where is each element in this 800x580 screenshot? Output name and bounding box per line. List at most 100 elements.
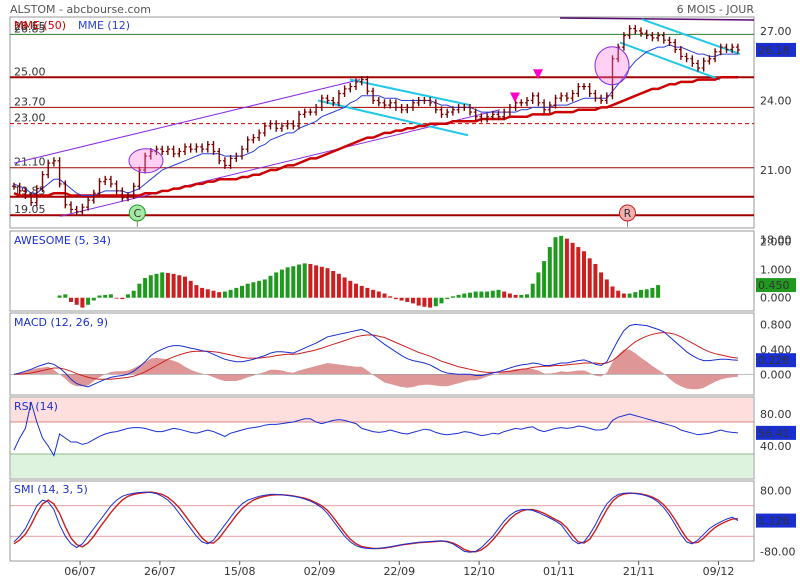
level-label-7: 28.55 (14, 20, 46, 33)
x-tick-label: 26/07 (144, 565, 176, 578)
resistance-trendline (559, 17, 755, 21)
awesome-ytick: 0.000 (760, 292, 792, 305)
awesome-bar (91, 297, 96, 301)
awesome-bar (257, 280, 262, 298)
awesome-bar (217, 292, 222, 298)
awesome-bar (74, 297, 79, 305)
awesome-bar (582, 251, 586, 298)
awesome-bar (405, 297, 410, 302)
awesome-bar (604, 279, 609, 298)
awesome-bar (183, 276, 187, 298)
awesome-bar (108, 294, 113, 298)
awesome-bar (97, 295, 102, 298)
rsi-ytick: 40.00 (760, 440, 792, 453)
downtrend-upper-line (349, 78, 471, 107)
awesome-bar (433, 297, 438, 307)
level-label-3: 23.00 (14, 112, 46, 125)
awesome-bar (240, 285, 244, 298)
awesome-bar (462, 293, 467, 298)
awesome-bar (365, 287, 370, 298)
awesome-bar (120, 297, 125, 300)
rsi-line (13, 401, 738, 457)
awesome-bar (188, 280, 193, 298)
awesome-bar (639, 289, 643, 298)
awesome-last-value: 0.450 (758, 279, 790, 292)
marker-circle-0 (128, 204, 146, 222)
awesome-bar (126, 294, 130, 298)
awesome-bar (439, 297, 444, 304)
macd-line (13, 323, 738, 388)
smi-ytick: -80.00 (760, 545, 795, 558)
awesome-bar (633, 292, 638, 298)
awesome-bar (382, 293, 387, 298)
awesome-bar (234, 287, 239, 298)
awesome-bar (131, 290, 136, 298)
rsi-panel (9, 396, 755, 480)
awesome-bar (542, 261, 547, 298)
awesome-bar (530, 283, 535, 298)
awesome-bar (376, 291, 381, 298)
awesome-bar (148, 275, 153, 298)
marker-label-1: R (624, 207, 632, 220)
period-label: 6 MOIS - JOUR (677, 3, 755, 16)
awesome-bar (57, 295, 62, 298)
price-last-value: 26.18 (758, 44, 790, 57)
smi-layer: 80.00 -80.00 1.126 (10, 485, 796, 558)
chart-title: ALSTOM - abcbourse.com (10, 3, 151, 16)
smi-panel (9, 480, 755, 562)
rsi-oversold-zone (11, 454, 753, 478)
awesome-bar (308, 263, 313, 298)
pattern-ellipse-1 (128, 148, 164, 174)
macd-last-value-bg (756, 353, 796, 368)
awesome-bar (291, 266, 296, 298)
x-tick-label: 15/08 (224, 565, 256, 578)
awesome-bar (599, 272, 604, 298)
awesome-bar (468, 292, 472, 298)
awesome-bar (644, 289, 649, 298)
buy-arrow-0 (510, 92, 520, 103)
awesome-bar (245, 283, 250, 298)
awesome-bar (302, 263, 307, 298)
rsi-title: RSI (14) (14, 400, 58, 413)
awesome-bar (297, 264, 301, 298)
awesome-bar (359, 285, 364, 298)
buy-arrow-1 (533, 69, 543, 80)
macd-title: MACD (12, 26, 9) (14, 316, 108, 329)
awesome-last-value-bg (756, 278, 796, 293)
x-tick-label: 09/12 (703, 565, 735, 578)
downtrend2-upper-line (641, 18, 741, 56)
rsi-overbought-zone (11, 398, 753, 422)
smi-line (13, 491, 739, 553)
awesome-bar (422, 297, 427, 307)
awesome-bar (285, 267, 290, 298)
marker-circle-1 (619, 204, 636, 222)
awesome-bar (411, 297, 415, 304)
price-layer: 26.8525.0023.7023.0021.1019.8519.0528.55… (10, 17, 796, 247)
awesome-bar (154, 273, 159, 298)
awesome-bar (616, 290, 621, 298)
awesome-bar (507, 293, 512, 298)
macd-ytick: 0.400 (760, 343, 792, 356)
awesome-bar (348, 280, 353, 298)
awesome-bar (86, 297, 91, 305)
awesome-bar (177, 275, 182, 298)
awesome-bar (388, 296, 393, 298)
awesome-bar (279, 269, 284, 298)
awesome-bar (536, 272, 541, 298)
awesome-bar (485, 291, 490, 298)
rsi-ytick: 80.00 (760, 408, 792, 421)
awesome-bar (564, 238, 569, 298)
awesome-bar (479, 291, 484, 298)
awesome-bar (274, 272, 279, 298)
awesome-ytick: 1.000 (760, 264, 792, 277)
awesome-bar (69, 297, 73, 302)
awesome-bar (160, 272, 165, 298)
macd-last-value: 0.226 (758, 354, 790, 367)
level-label-6: 19.05 (14, 203, 46, 216)
awesome-bar (513, 294, 518, 298)
awesome-bar (656, 285, 661, 298)
awesome-bar (621, 293, 626, 298)
awesome-bar (450, 296, 455, 298)
